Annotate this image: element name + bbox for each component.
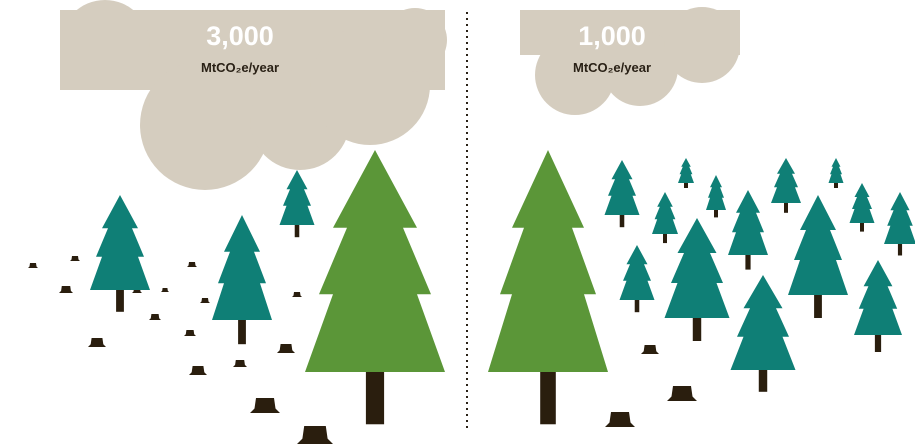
tree-trunk bbox=[366, 371, 384, 424]
stump bbox=[149, 314, 161, 320]
tree-trunk bbox=[540, 371, 556, 424]
tree-trunk bbox=[759, 369, 767, 392]
tree bbox=[771, 158, 801, 203]
tree-trunk bbox=[784, 202, 788, 213]
tree-trunk bbox=[116, 289, 124, 312]
stump bbox=[277, 344, 295, 353]
forest bbox=[28, 150, 915, 444]
tree bbox=[90, 195, 150, 290]
stump bbox=[641, 345, 659, 354]
tree bbox=[728, 190, 768, 255]
stump bbox=[233, 360, 247, 367]
tree bbox=[652, 192, 678, 234]
stump bbox=[88, 338, 106, 347]
tree bbox=[605, 160, 640, 215]
tree bbox=[788, 195, 848, 295]
tree-trunk bbox=[663, 233, 667, 243]
right-value: 1,000 bbox=[578, 21, 646, 51]
stump bbox=[605, 412, 635, 427]
stump bbox=[200, 298, 210, 303]
tree-trunk bbox=[635, 299, 640, 312]
stump bbox=[187, 262, 197, 267]
tree-trunk bbox=[875, 334, 881, 352]
tree bbox=[850, 183, 875, 223]
stump bbox=[250, 398, 280, 413]
tree bbox=[280, 170, 315, 225]
tree-trunk bbox=[714, 209, 718, 217]
stump bbox=[189, 366, 207, 375]
stump bbox=[292, 292, 302, 297]
tree bbox=[884, 192, 915, 244]
tree bbox=[488, 150, 608, 372]
tree bbox=[854, 260, 902, 335]
stump bbox=[184, 330, 196, 336]
tree-trunk bbox=[238, 319, 246, 344]
tree bbox=[620, 245, 655, 300]
left-unit: MtCO₂e/year bbox=[201, 60, 279, 75]
tree bbox=[305, 150, 445, 372]
stump bbox=[70, 256, 80, 261]
stump bbox=[161, 288, 169, 292]
stump bbox=[667, 386, 697, 401]
tree bbox=[678, 158, 694, 183]
tree-trunk bbox=[295, 224, 300, 237]
tree bbox=[829, 158, 844, 183]
left-value: 3,000 bbox=[206, 21, 274, 51]
illustration: 3,000 MtCO₂e/year 1,000 MtCO₂e/year bbox=[0, 0, 915, 445]
right-unit: MtCO₂e/year bbox=[573, 60, 651, 75]
stump bbox=[297, 426, 333, 444]
tree bbox=[212, 215, 272, 320]
tree-trunk bbox=[860, 222, 864, 232]
stump bbox=[28, 263, 38, 268]
tree-trunk bbox=[898, 243, 902, 255]
tree bbox=[706, 175, 726, 210]
stump bbox=[59, 286, 73, 293]
tree bbox=[731, 275, 796, 370]
tree-trunk bbox=[620, 214, 625, 227]
tree-trunk bbox=[693, 317, 701, 341]
tree-trunk bbox=[814, 294, 822, 318]
tree-trunk bbox=[745, 254, 750, 270]
